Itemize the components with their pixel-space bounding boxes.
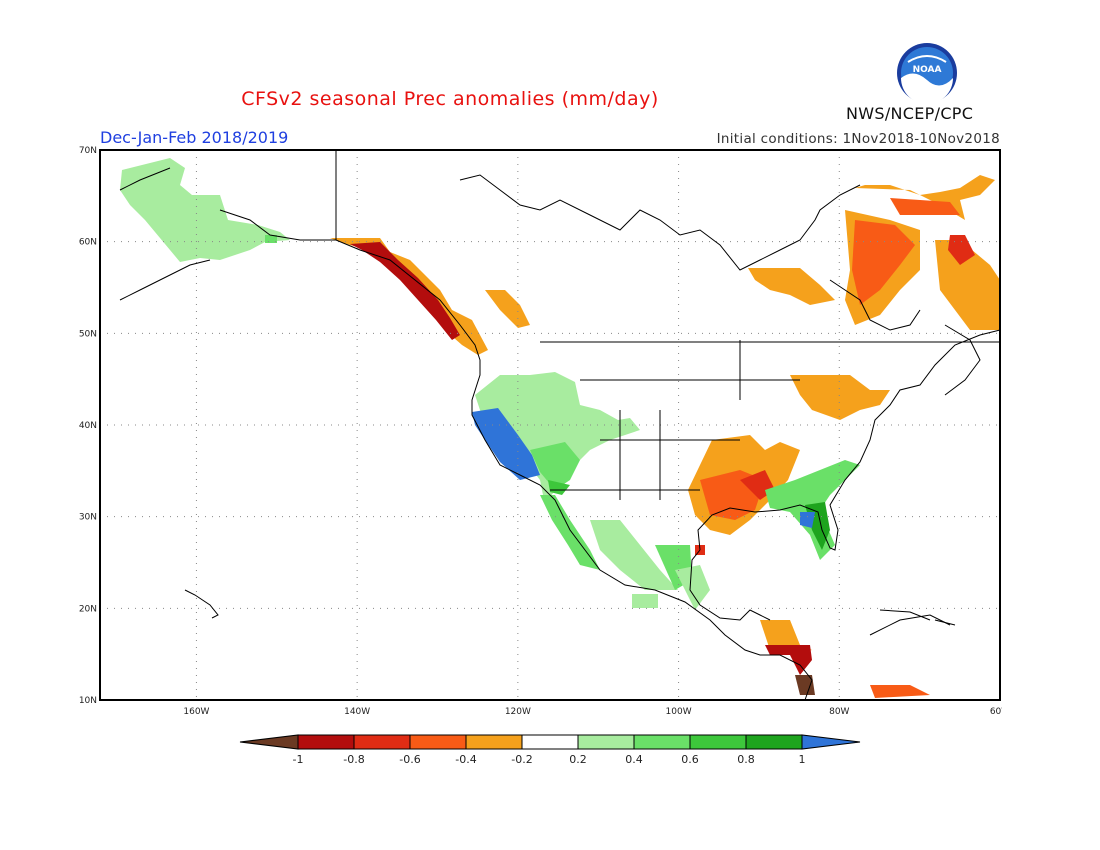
colorbar-min-arrow [239,734,299,750]
anomaly-fields [120,158,1000,698]
lon-tick-label: 80W [829,707,849,717]
colorbar-label: 0.6 [681,753,699,766]
colorbar: -1 -0.8 -0.6 -0.4 -0.2 0.2 0.4 0.6 0.8 1 [238,733,868,777]
lon-tick-label: 120W [505,707,531,717]
lat-tick-label: 60N [79,238,97,248]
lon-tick-label: 60W [990,707,1002,717]
colorbar-label: 1 [799,753,806,766]
lat-tick-label: 10N [79,696,97,706]
colorbar-segment [689,734,747,750]
noaa-logo: NOAA [896,42,958,108]
lat-tick-label: 50N [79,329,97,339]
lat-tick-label: 40N [79,421,97,431]
california-very-wet-area [472,408,540,480]
longitude-labels: 160W 140W 120W 100W 80W 60W [183,707,1010,717]
western-us-wet-area [475,372,640,505]
svg-text:NOAA: NOAA [913,65,942,75]
colorbar-label: 0.8 [737,753,755,766]
initial-conditions-label: Initial conditions: 1Nov2018-10Nov2018 [716,131,1000,147]
lat-lon-grid [100,150,1000,700]
colorbar-segment [297,734,355,750]
colorbar-segment [577,734,635,750]
lat-tick-label: 20N [79,604,97,614]
lon-tick-label: 100W [666,707,692,717]
pacific-nw-dry-area [330,238,488,355]
period-label: Dec-Jan-Feb 2018/2019 [100,128,289,147]
lon-tick-label: 160W [183,707,209,717]
colorbar-label: 0.2 [569,753,587,766]
colorbar-segment [409,734,467,750]
map-frame [99,149,1001,701]
colorbar-label: -0.8 [343,753,364,766]
latitude-labels: 70N 60N 50N 40N 30N 20N 10N [79,146,97,706]
colorbar-segment [465,734,523,750]
lat-tick-label: 70N [79,146,97,156]
colorbar-segment [745,734,803,750]
agency-label: NWS/NCEP/CPC [846,104,974,123]
lon-tick-label: 140W [344,707,370,717]
colorbar-segment [633,734,691,750]
colorbar-segment [353,734,411,750]
coastlines [119,150,1001,701]
colorbar-label: -0.4 [455,753,476,766]
colorbar-segment [521,734,579,750]
colorbar-label: -0.2 [511,753,532,766]
colorbar-label: -0.6 [399,753,420,766]
lat-tick-label: 30N [79,513,97,523]
map-panel: 70N 60N 50N 40N 30N 20N 10N 160W 140W 120W 100W 80… [70,146,1010,724]
colorbar-label: -1 [293,753,304,766]
colorbar-label: 0.4 [625,753,643,766]
alaska-wet-area [120,158,290,262]
colorbar-max-arrow [801,734,861,750]
chart-title: CFSv2 seasonal Prec anomalies (mm/day) [241,88,659,110]
